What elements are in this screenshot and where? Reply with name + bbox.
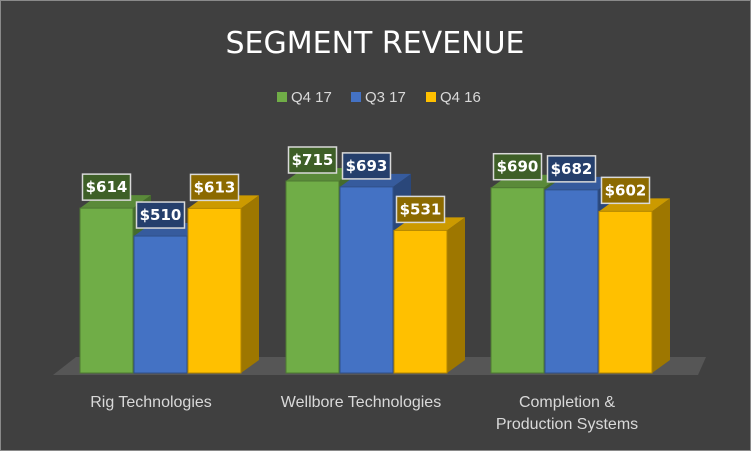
bar-front	[393, 229, 448, 374]
data-label-box	[189, 173, 240, 202]
category-label-rig-technologies: Rig Technologies	[90, 394, 212, 411]
bar-front	[133, 235, 188, 374]
bar-front	[285, 180, 340, 374]
data-label-text: $510	[140, 206, 182, 224]
data-labels: $614 $510 $613 $715 $693 $531 $690 $682 $602	[81, 146, 651, 229]
data-label-text: $682	[551, 160, 593, 178]
data-label-q4-17-completion-production-systems: $690	[492, 152, 543, 181]
data-label-text: $715	[292, 151, 334, 169]
data-label-q4-16-wellbore-technologies: $531	[395, 195, 446, 224]
category-label-wellbore-technologies: Wellbore Technologies	[281, 394, 441, 411]
data-label-q3-17-rig-technologies: $510	[135, 201, 186, 229]
legend-swatch-q4-17	[277, 92, 287, 102]
category-labels: Rig Technologies Wellbore Technologies Com…	[90, 394, 638, 433]
bar-side	[652, 198, 670, 373]
legend: Q4 17 Q3 17 Q4 16	[277, 89, 481, 106]
legend-label-q3-17: Q3 17	[365, 89, 406, 106]
data-label-box	[600, 176, 651, 205]
bar-front	[79, 207, 134, 374]
bar-side	[447, 217, 465, 373]
chart-title: SEGMENT REVENUE	[225, 26, 524, 61]
bar-q4-16-wellbore-technologies	[393, 217, 465, 374]
bar-front	[598, 210, 653, 374]
legend-swatch-q3-17	[351, 92, 361, 102]
data-label-text: $531	[400, 200, 442, 218]
bar-front	[544, 189, 599, 374]
data-label-box	[287, 146, 338, 174]
data-label-box	[81, 173, 132, 201]
data-label-box	[395, 195, 446, 224]
bar-front	[187, 207, 242, 374]
data-label-text: $690	[497, 158, 539, 176]
data-label-text: $602	[605, 181, 647, 199]
bars	[79, 168, 670, 374]
data-label-q4-17-wellbore-technologies: $715	[287, 146, 338, 174]
data-label-q4-17-rig-technologies: $614	[81, 173, 132, 201]
data-label-q3-17-wellbore-technologies: $693	[341, 152, 392, 180]
data-label-text: $614	[86, 178, 128, 196]
data-label-q4-16-completion-production-systems: $602	[600, 176, 651, 205]
bar-front	[490, 187, 545, 374]
data-label-text: $613	[194, 178, 236, 196]
data-label-box	[341, 152, 392, 180]
data-label-box	[135, 201, 186, 229]
data-label-box	[546, 155, 597, 183]
data-label-q4-16-rig-technologies: $613	[189, 173, 240, 202]
bar-side	[241, 195, 259, 373]
bar-front	[339, 186, 394, 374]
bar-q4-16-rig-technologies	[187, 195, 259, 374]
legend-swatch-q4-16	[426, 92, 436, 102]
data-label-text: $693	[346, 157, 388, 175]
data-label-q3-17-completion-production-systems: $682	[546, 155, 597, 183]
legend-label-q4-16: Q4 16	[440, 89, 481, 106]
category-label-completion-production-systems: Completion &	[519, 394, 615, 411]
data-label-box	[492, 152, 543, 181]
legend-label-q4-17: Q4 17	[291, 89, 332, 106]
category-label-completion-production-systems: Production Systems	[496, 416, 638, 433]
bar-q4-16-completion-production-systems	[598, 198, 670, 374]
